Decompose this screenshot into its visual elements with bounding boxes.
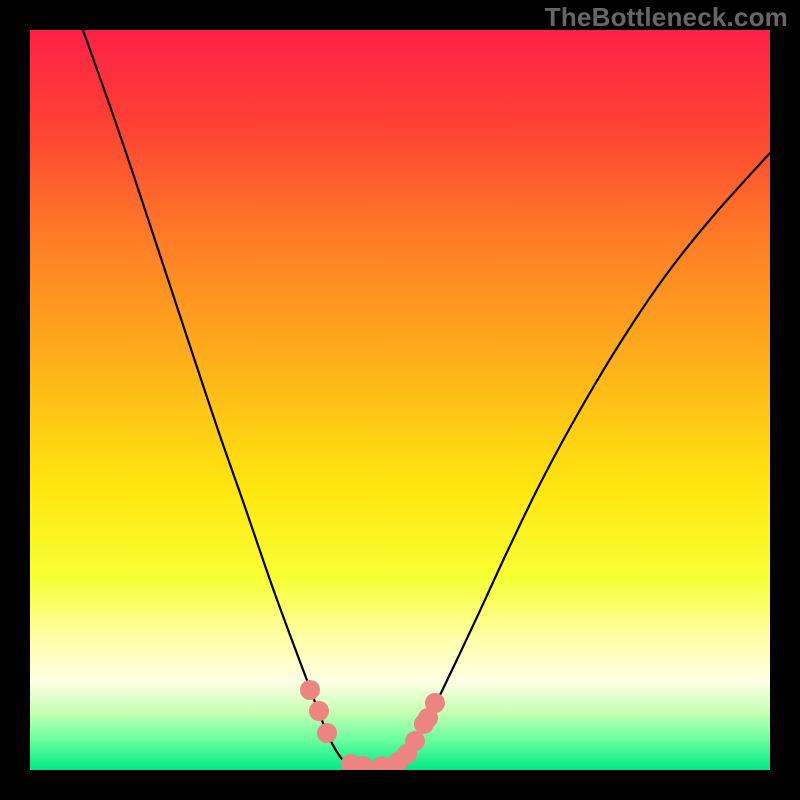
- marker-point: [425, 693, 445, 713]
- marker-point: [309, 701, 329, 721]
- plot-background: [30, 30, 770, 770]
- bottleneck-chart: [0, 0, 800, 800]
- marker-point: [317, 723, 337, 743]
- chart-frame: TheBottleneck.com: [0, 0, 800, 800]
- marker-point: [405, 731, 425, 751]
- marker-point: [300, 680, 320, 700]
- watermark-text: TheBottleneck.com: [545, 2, 788, 33]
